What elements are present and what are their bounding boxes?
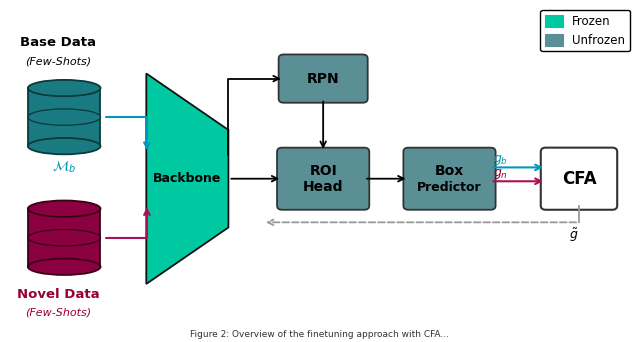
Text: RPN: RPN [307,71,339,86]
Ellipse shape [28,200,100,217]
Text: ROI: ROI [309,164,337,178]
Ellipse shape [28,259,100,275]
FancyBboxPatch shape [277,148,369,210]
Ellipse shape [28,138,100,154]
Text: Backbone: Backbone [153,172,221,185]
Polygon shape [28,209,100,267]
Text: Box: Box [435,164,464,178]
Text: Head: Head [303,181,344,194]
Ellipse shape [28,109,100,125]
Text: CFA: CFA [562,170,596,188]
Text: Novel Data: Novel Data [17,288,99,301]
Text: Base Data: Base Data [20,36,96,49]
Text: $\mathcal{M}_b$: $\mathcal{M}_b$ [52,159,76,175]
Text: $g_n$: $g_n$ [493,167,508,181]
Ellipse shape [28,229,100,246]
FancyBboxPatch shape [403,148,495,210]
Text: $\tilde{g}$: $\tilde{g}$ [569,226,579,244]
Polygon shape [147,74,228,284]
FancyBboxPatch shape [541,148,617,210]
Polygon shape [28,88,100,146]
Text: (Few-Shots): (Few-Shots) [25,57,91,67]
Text: Predictor: Predictor [417,181,482,194]
Legend: Frozen, Unfrozen: Frozen, Unfrozen [540,10,630,52]
Text: $g_b$: $g_b$ [493,153,508,167]
Ellipse shape [28,80,100,96]
Text: (Few-Shots): (Few-Shots) [25,307,91,317]
Text: Figure 2: Overview of the finetuning approach with CFA...: Figure 2: Overview of the finetuning app… [191,330,449,339]
FancyBboxPatch shape [278,54,368,103]
